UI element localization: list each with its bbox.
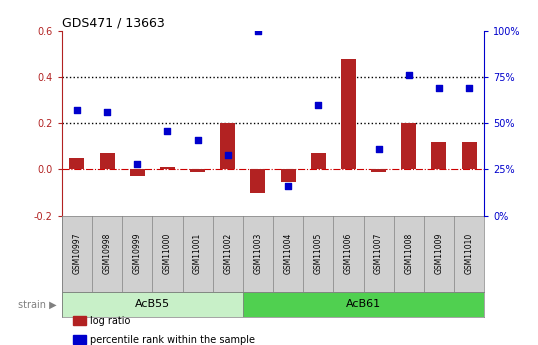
Text: GSM11005: GSM11005 [314,233,323,274]
Text: GDS471 / 13663: GDS471 / 13663 [62,17,165,30]
Text: GSM10998: GSM10998 [103,233,111,274]
Point [465,86,473,91]
Bar [220,123,235,169]
Bar [250,169,265,193]
Text: AcB61: AcB61 [346,299,381,309]
Text: log ratio: log ratio [90,316,130,326]
Bar [130,169,145,176]
Bar [62,292,243,317]
Text: GSM11000: GSM11000 [163,233,172,274]
Bar [401,123,416,169]
Point [253,28,262,34]
Text: GSM11006: GSM11006 [344,233,353,274]
Point [133,161,141,167]
Text: GSM11010: GSM11010 [465,233,473,274]
Point [103,109,111,115]
Text: GSM10999: GSM10999 [133,233,142,274]
Bar [371,169,386,172]
Text: GSM11009: GSM11009 [435,233,443,274]
Text: strain ▶: strain ▶ [18,299,56,309]
Bar [311,153,326,169]
Point [193,137,202,143]
Point [284,183,293,189]
Text: GSM11004: GSM11004 [284,233,293,274]
Point [163,128,172,134]
Point [405,72,413,78]
Bar [281,169,296,182]
Text: GSM11007: GSM11007 [374,233,383,274]
Bar [160,167,175,169]
Text: GSM11008: GSM11008 [404,233,413,274]
Point [314,102,323,108]
Bar [462,142,477,169]
Bar [190,169,205,172]
Bar [243,292,484,317]
Text: GSM11003: GSM11003 [253,233,263,274]
Text: AcB55: AcB55 [135,299,170,309]
Point [73,108,81,113]
Text: GSM11002: GSM11002 [223,233,232,274]
Point [344,4,353,10]
Text: GSM11001: GSM11001 [193,233,202,274]
Bar [341,59,356,169]
Bar [100,153,115,169]
Bar [69,158,84,169]
Text: GSM10997: GSM10997 [73,233,81,274]
Bar [431,142,447,169]
Point [435,86,443,91]
Point [374,146,383,152]
Text: percentile rank within the sample: percentile rank within the sample [90,335,255,345]
Point [223,152,232,157]
